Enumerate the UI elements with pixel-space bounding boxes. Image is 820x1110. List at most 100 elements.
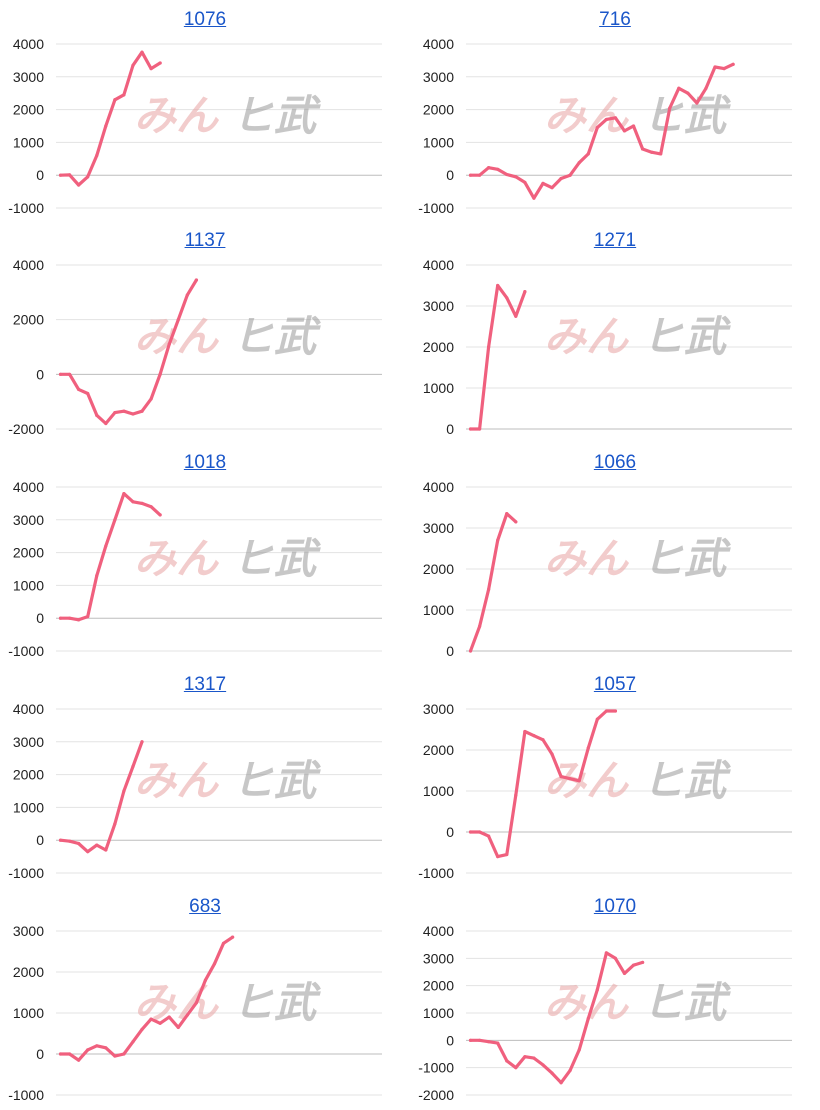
- y-tick-label: 2000: [423, 339, 454, 355]
- data-point: [67, 372, 72, 376]
- svg-text:ヒ武: ヒ武: [642, 756, 731, 805]
- data-point: [158, 372, 162, 376]
- data-point: [212, 962, 217, 966]
- data-point: [595, 717, 599, 721]
- svg-text:みん: みん: [134, 978, 220, 1027]
- chart-title-link[interactable]: 1018: [183, 452, 227, 473]
- data-point: [514, 1066, 518, 1070]
- data-point: [104, 544, 108, 548]
- data-point: [140, 501, 144, 505]
- data-point: [677, 86, 681, 90]
- data-point: [613, 956, 618, 960]
- data-point: [468, 830, 473, 834]
- chart-panel: 1317 -1000 0 1000 2000 3000 4000 みん ヒ武: [0, 665, 410, 887]
- data-point: [113, 518, 117, 522]
- data-point: [185, 293, 189, 297]
- chart-title-link[interactable]: 1317: [183, 674, 227, 695]
- series-line: [58, 50, 162, 187]
- svg-text:ヒ武: ヒ武: [642, 91, 731, 140]
- data-point: [113, 1054, 117, 1058]
- y-tick-label: -1000: [418, 200, 454, 216]
- y-tick-label: 0: [446, 643, 454, 659]
- y-tick-label: 4000: [423, 479, 454, 495]
- data-point: [158, 1021, 162, 1025]
- data-point: [496, 855, 500, 859]
- data-point: [559, 1081, 563, 1085]
- y-tick-label: 2000: [423, 561, 454, 577]
- data-point: [122, 409, 126, 413]
- svg-text:ヒ武: ヒ武: [232, 534, 321, 583]
- y-tick-label: 4000: [423, 257, 454, 273]
- y-tick-label: 4000: [13, 701, 44, 717]
- data-point: [86, 850, 90, 854]
- data-point: [104, 124, 108, 128]
- data-point: [122, 93, 126, 97]
- data-point: [113, 411, 117, 415]
- svg-text:ヒ武: ヒ武: [232, 91, 321, 140]
- y-tick-label: 1000: [423, 602, 454, 618]
- data-point: [613, 709, 618, 713]
- data-point: [523, 180, 527, 185]
- data-point: [505, 296, 509, 300]
- chart-title-link[interactable]: 716: [599, 9, 631, 30]
- y-tick-label: -1000: [8, 1087, 44, 1103]
- data-point: [514, 793, 518, 797]
- chart-title-link[interactable]: 1057: [593, 674, 637, 695]
- data-point: [67, 1052, 72, 1056]
- data-point: [86, 1048, 90, 1052]
- data-point: [86, 175, 90, 179]
- line-chart: -1000 0 1000 2000 3000 4000 みん ヒ武: [8, 479, 382, 659]
- y-tick-label: 1000: [13, 134, 44, 150]
- series-line: [468, 951, 645, 1085]
- chart-title-link[interactable]: 1070: [593, 896, 637, 917]
- data-point: [149, 397, 153, 401]
- svg-text:みん: みん: [544, 91, 630, 140]
- y-tick-label: 1000: [423, 1005, 454, 1021]
- data-point: [468, 173, 473, 177]
- svg-text:みん: みん: [134, 756, 220, 805]
- data-point: [86, 614, 90, 619]
- data-point: [487, 587, 491, 592]
- y-tick-label: -1000: [8, 200, 44, 216]
- y-tick-label: 0: [446, 421, 454, 437]
- data-point: [695, 101, 699, 105]
- watermark-logo: みん ヒ武: [544, 534, 731, 583]
- data-point: [532, 1056, 536, 1060]
- data-point: [113, 822, 117, 826]
- data-point: [77, 387, 81, 391]
- data-point: [86, 391, 90, 396]
- data-point: [532, 196, 536, 200]
- chart-panel: 683 -1000 0 1000 2000 3000 みん ヒ武: [0, 887, 410, 1109]
- chart-title-link[interactable]: 683: [189, 896, 221, 917]
- chart-title-link[interactable]: 1271: [593, 230, 637, 251]
- chart-title-link[interactable]: 1076: [183, 9, 227, 30]
- line-chart: -1000 0 1000 2000 3000 4000 みん ヒ武: [8, 701, 382, 881]
- y-tick-label: 0: [36, 610, 44, 626]
- y-tick-label: 1000: [13, 577, 44, 593]
- svg-text:ヒ武: ヒ武: [232, 312, 321, 361]
- chart-title-link[interactable]: 1137: [184, 230, 226, 251]
- data-point: [167, 342, 171, 346]
- y-tick-label: 0: [36, 366, 44, 382]
- svg-text:みん: みん: [544, 312, 630, 361]
- series-line: [58, 740, 144, 854]
- y-tick-label: 0: [36, 167, 44, 183]
- data-point: [595, 126, 599, 130]
- data-point: [149, 505, 153, 509]
- data-point: [95, 573, 99, 578]
- data-point: [131, 412, 135, 416]
- data-point: [158, 61, 162, 65]
- data-point: [95, 843, 99, 847]
- chart-title-link[interactable]: 1066: [593, 452, 637, 473]
- data-point: [595, 988, 599, 992]
- data-point: [131, 1040, 135, 1044]
- data-point: [104, 848, 108, 852]
- data-point: [67, 839, 72, 843]
- y-tick-label: 0: [446, 824, 454, 840]
- y-tick-label: 3000: [423, 520, 454, 536]
- data-point: [468, 649, 473, 653]
- data-point: [604, 117, 608, 122]
- data-point: [577, 779, 581, 783]
- data-point: [586, 152, 590, 156]
- data-point: [140, 50, 144, 54]
